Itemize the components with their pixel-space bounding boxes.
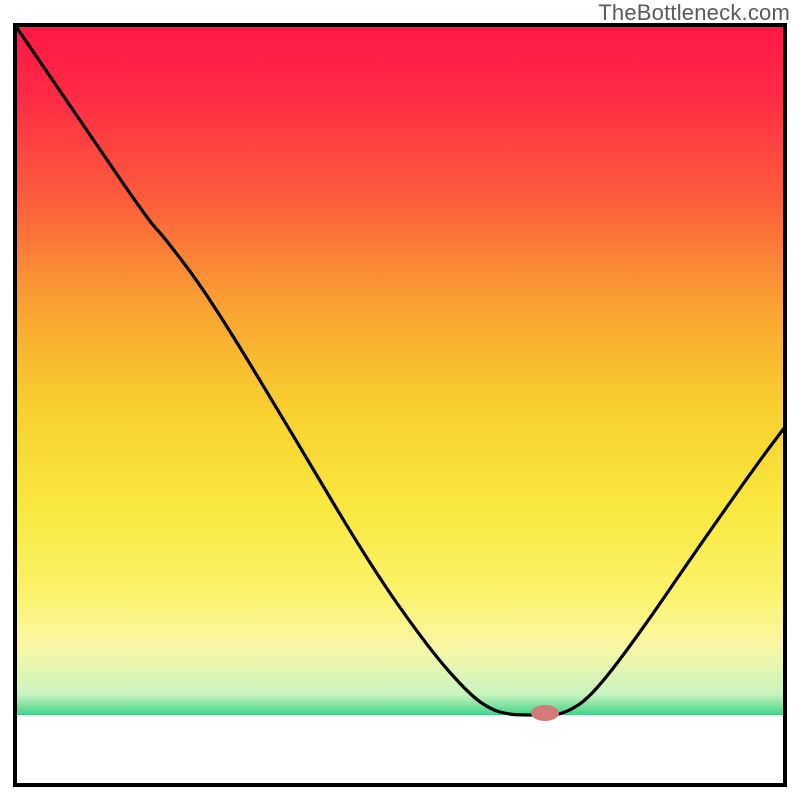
bottleneck-chart [0,0,800,800]
chart-root: TheBottleneck.com [0,0,800,800]
attribution-label: TheBottleneck.com [598,0,790,26]
gradient-background [15,25,785,715]
bottom-band [15,715,785,785]
optimal-marker [531,705,559,721]
